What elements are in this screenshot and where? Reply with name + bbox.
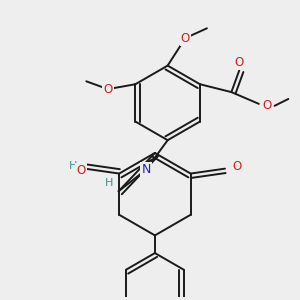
Text: H: H <box>69 161 77 171</box>
Text: O: O <box>235 56 244 69</box>
Text: O: O <box>232 160 242 173</box>
Text: H: H <box>105 178 113 188</box>
Text: O: O <box>181 32 190 45</box>
Text: N: N <box>141 163 151 176</box>
Text: O: O <box>103 82 112 96</box>
Text: O: O <box>76 164 86 177</box>
Text: O: O <box>262 99 271 112</box>
